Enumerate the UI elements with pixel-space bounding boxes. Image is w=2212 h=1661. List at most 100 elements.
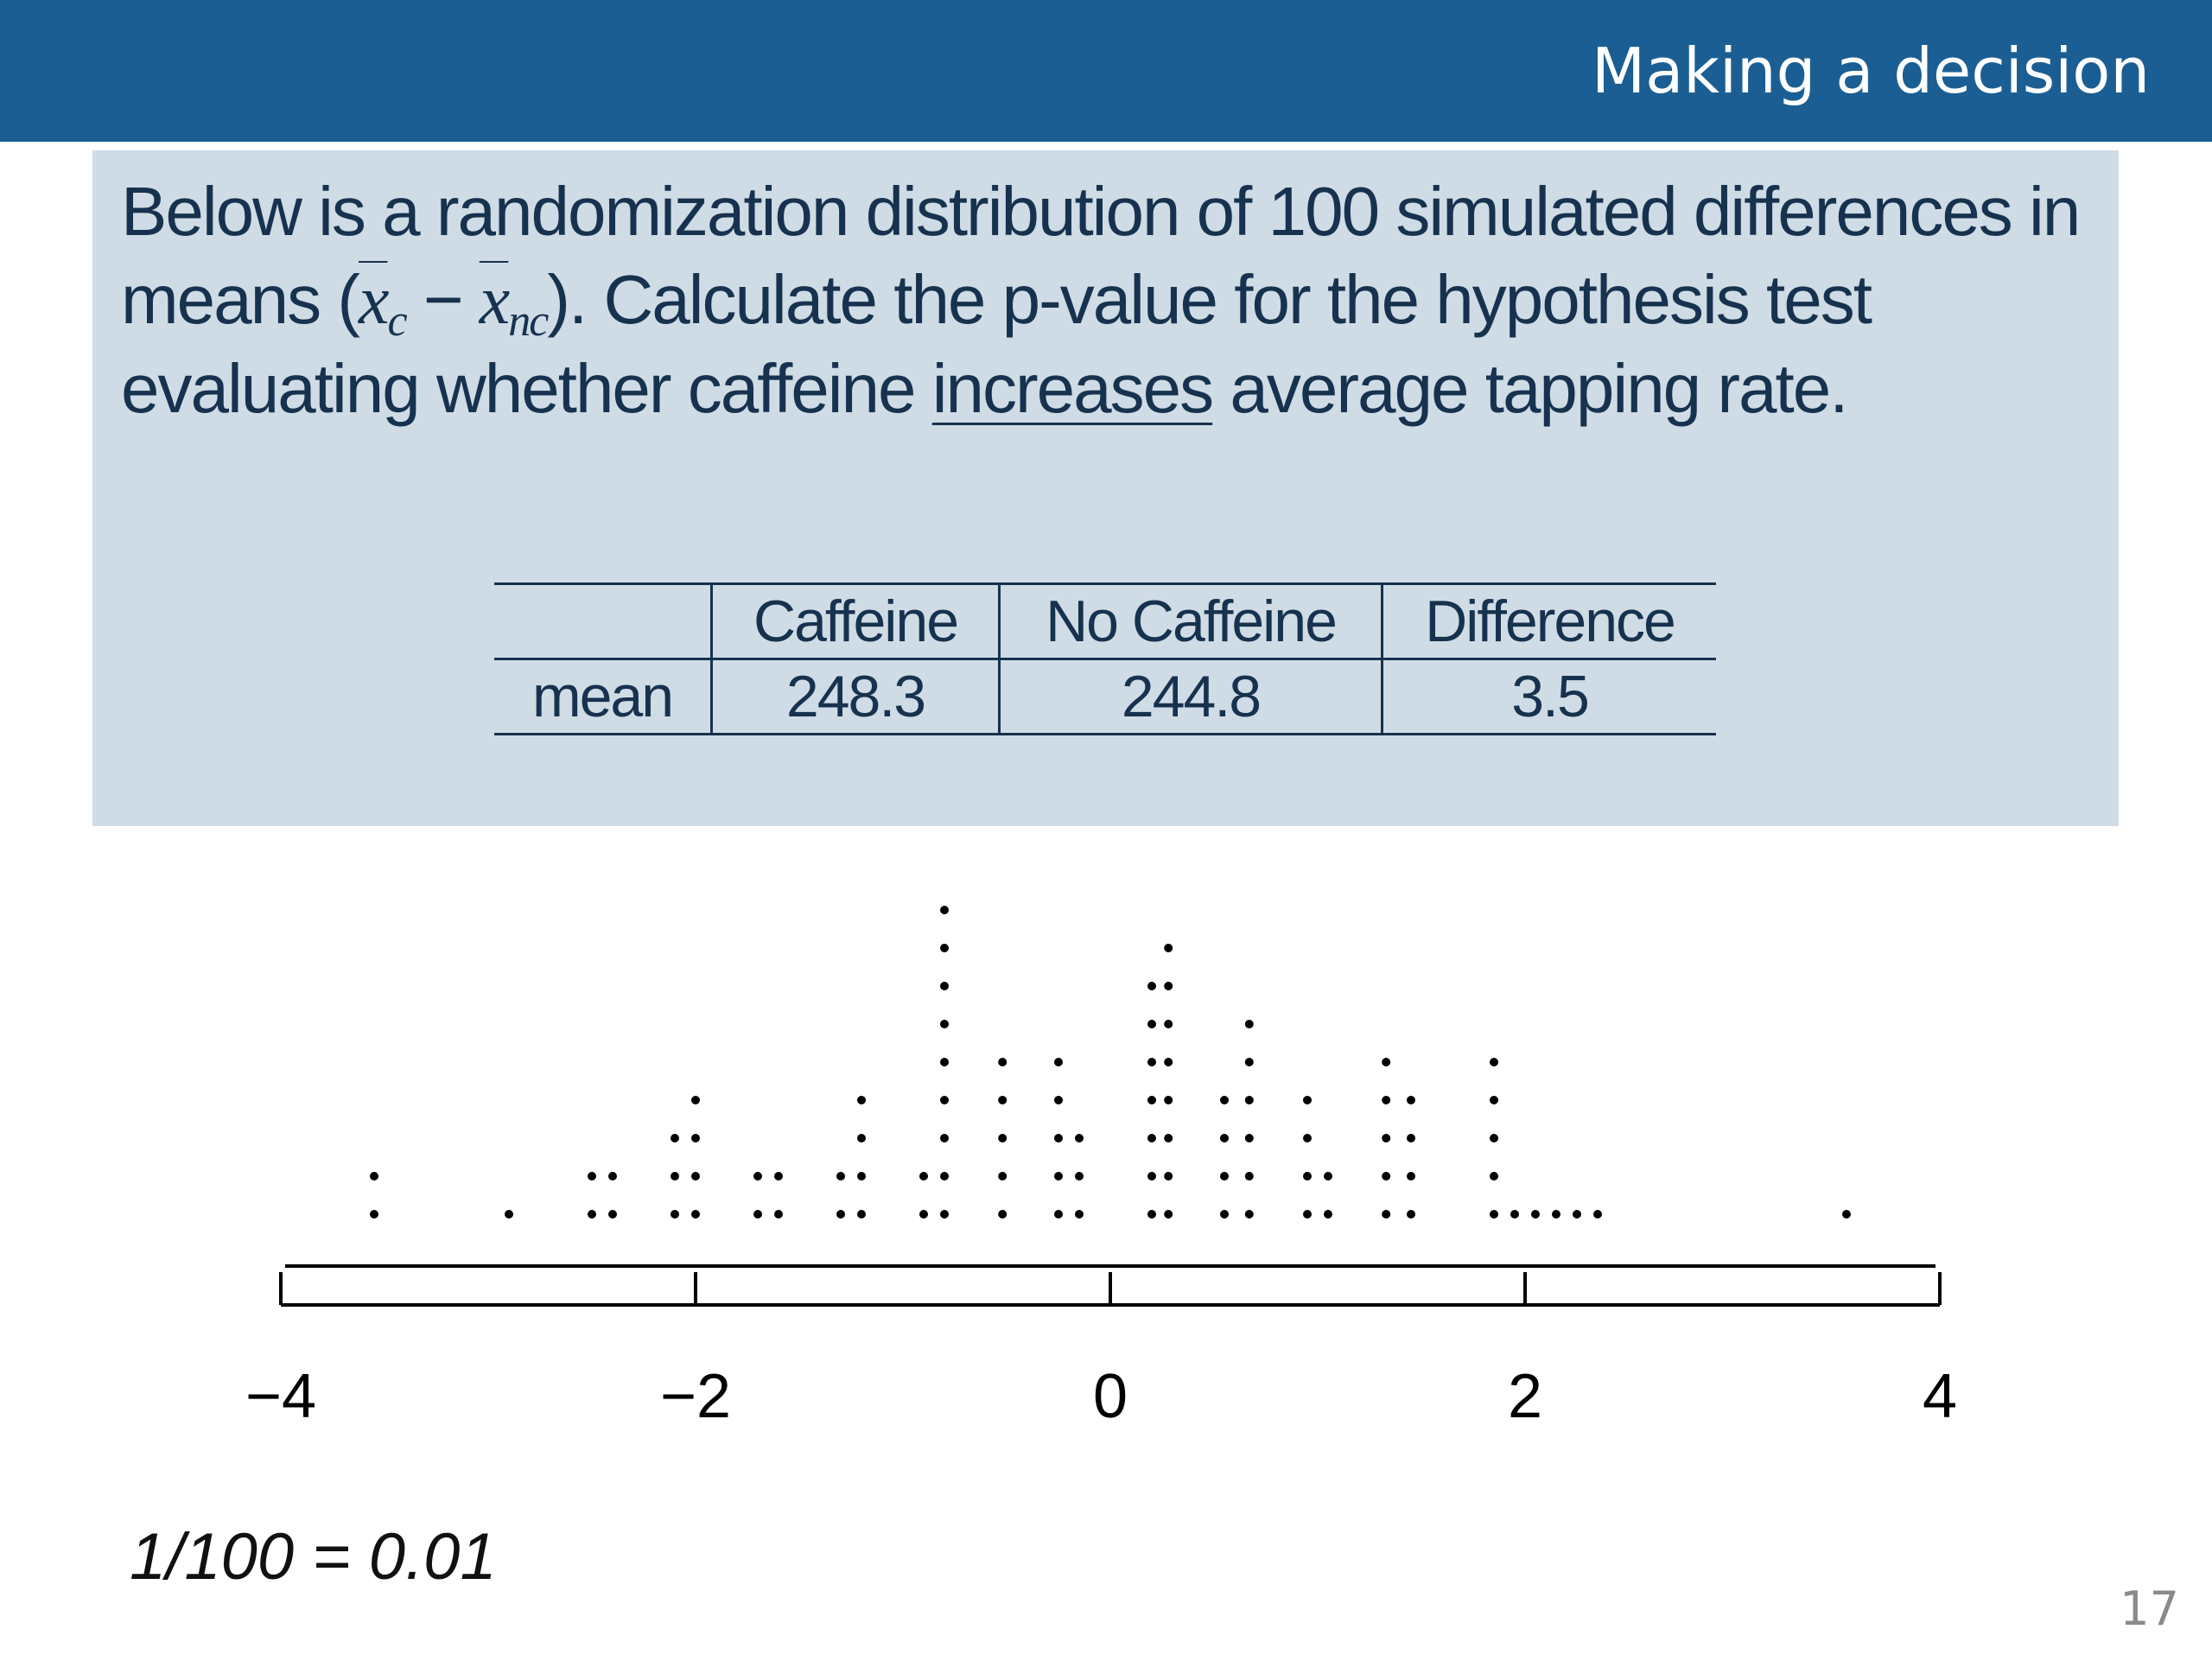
data-point (1147, 1134, 1156, 1142)
data-point (1244, 1096, 1254, 1104)
data-point (608, 1172, 617, 1181)
data-point (836, 1210, 845, 1219)
data-point (1490, 1172, 1498, 1181)
data-point (505, 1210, 513, 1219)
data-point (1407, 1172, 1415, 1181)
data-point (1054, 1172, 1063, 1181)
data-point (671, 1134, 679, 1142)
data-point (1510, 1210, 1519, 1219)
data-point (1164, 944, 1173, 952)
data-point (1054, 1058, 1063, 1066)
table-header-cell: No Caffeine (998, 582, 1382, 660)
data-point (1147, 1096, 1156, 1104)
data-point (857, 1210, 866, 1219)
data-point (919, 1172, 928, 1181)
data-point (998, 1172, 1007, 1181)
emphasis-increases: increases (931, 350, 1214, 427)
table-cell: 248.3 (710, 658, 1000, 735)
data-point (1075, 1210, 1084, 1219)
table-cell: 3.5 (1381, 658, 1716, 735)
data-point (1382, 1172, 1391, 1181)
data-point (1147, 1210, 1156, 1219)
data-point (1407, 1134, 1415, 1142)
data-point (1490, 1058, 1498, 1066)
data-point (753, 1172, 762, 1181)
data-point (370, 1210, 378, 1219)
data-point (1244, 1210, 1254, 1219)
data-point (1147, 1058, 1156, 1066)
data-point (1573, 1210, 1581, 1219)
x-tick-label: 4 (1923, 1362, 1957, 1431)
data-point (1054, 1134, 1063, 1142)
x-tick-label: 2 (1508, 1362, 1542, 1431)
data-point (1593, 1210, 1602, 1219)
data-point (1303, 1172, 1312, 1181)
data-point (671, 1172, 679, 1181)
data-point (857, 1096, 866, 1104)
data-point (998, 1058, 1007, 1066)
question-part3: average tapping rate. (1212, 350, 1848, 427)
data-point (940, 1134, 949, 1142)
data-point (588, 1172, 596, 1181)
x-tick-label: −4 (245, 1362, 316, 1431)
data-point (1054, 1096, 1063, 1104)
data-point (1382, 1134, 1391, 1142)
table-header-row: Caffeine No Caffeine Difference (494, 582, 1716, 660)
data-point (1244, 1172, 1254, 1181)
data-point (774, 1172, 783, 1181)
xbar-c: xc (358, 263, 408, 346)
data-point (588, 1210, 596, 1219)
data-point (1054, 1210, 1063, 1219)
data-point (1164, 1210, 1173, 1219)
means-table: Caffeine No Caffeine Difference mean 248… (494, 582, 1716, 735)
data-point (1490, 1134, 1498, 1142)
data-point (1407, 1096, 1415, 1104)
data-point (1490, 1210, 1498, 1219)
data-point (998, 1096, 1007, 1104)
data-point (1244, 1134, 1254, 1142)
data-point (1164, 1096, 1173, 1104)
data-point (1303, 1134, 1312, 1142)
minus-sign: − (405, 261, 480, 338)
data-point (857, 1134, 866, 1142)
data-point (940, 944, 949, 952)
table-header-cell (494, 582, 712, 660)
data-point (1164, 1134, 1173, 1142)
data-point (753, 1210, 762, 1219)
table-header-cell: Caffeine (710, 582, 1000, 660)
data-point (940, 982, 949, 990)
data-point (1244, 1020, 1254, 1028)
data-point (1382, 1058, 1391, 1066)
table-cell: 244.8 (998, 658, 1382, 735)
data-point (940, 1172, 949, 1181)
data-point (940, 1210, 949, 1219)
data-point (1220, 1096, 1229, 1104)
data-point (691, 1134, 700, 1142)
data-point (1147, 1172, 1156, 1181)
data-point (940, 906, 949, 914)
data-point (1324, 1172, 1332, 1181)
data-point (1164, 982, 1173, 990)
slide-header: Making a decision (0, 0, 2212, 142)
data-point (1490, 1096, 1498, 1104)
data-point (998, 1210, 1007, 1219)
data-point (1382, 1210, 1391, 1219)
data-point (1324, 1210, 1332, 1219)
p-value-answer: 1/100 = 0.01 (130, 1520, 497, 1594)
data-point (1075, 1172, 1084, 1181)
table-row: mean 248.3 244.8 3.5 (494, 658, 1716, 735)
data-point (1303, 1210, 1312, 1219)
table-cell: mean (494, 658, 712, 735)
x-tick-label: −2 (660, 1362, 731, 1431)
data-point (1552, 1210, 1560, 1219)
data-point (940, 1096, 949, 1104)
data-point (1407, 1210, 1415, 1219)
xbar-nc: xnc (479, 263, 550, 346)
data-point (1164, 1058, 1173, 1066)
data-point (1531, 1210, 1540, 1219)
data-point (671, 1210, 679, 1219)
data-point (998, 1134, 1007, 1142)
data-point (1220, 1210, 1229, 1219)
data-point (1147, 1020, 1156, 1028)
data-point (691, 1172, 700, 1181)
